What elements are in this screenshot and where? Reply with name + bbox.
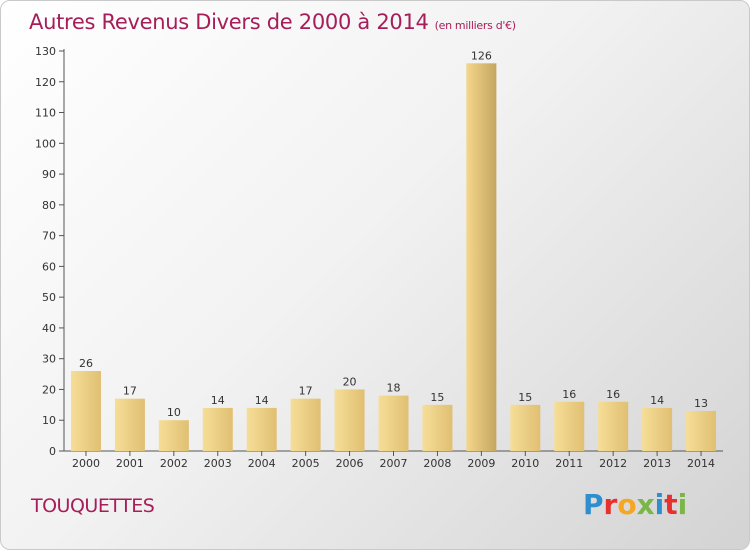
bar-2002 (158, 420, 189, 451)
y-tick-label: 130 (35, 45, 56, 58)
data-label: 17 (299, 385, 313, 398)
y-tick-label: 60 (42, 260, 56, 273)
x-tick-label: 2013 (643, 457, 671, 470)
y-tick-label: 90 (42, 168, 56, 181)
x-tick-label: 2006 (336, 457, 364, 470)
chart-title: Autres Revenus Divers de 2000 à 2014 (en … (29, 10, 516, 34)
y-tick-label: 20 (42, 383, 56, 396)
chart-bars (70, 63, 717, 452)
bar-2003 (202, 407, 233, 451)
bar-2006 (334, 389, 365, 451)
bar-2011 (554, 401, 585, 451)
chart-data-labels: 26 17 10 14 14 17 20 18 15 126 15 16 16 14 13 (79, 49, 708, 419)
data-label: 10 (167, 406, 181, 419)
chart-title-text: Autres Revenus Divers de 2000 à 2014 (29, 10, 429, 34)
bar-2005 (290, 398, 321, 451)
data-label: 16 (606, 388, 620, 401)
bar-2013 (642, 407, 673, 451)
bar-2000 (70, 371, 101, 451)
y-tick-label: 70 (42, 230, 56, 243)
bar-2007 (378, 395, 409, 451)
x-tick-label: 2003 (204, 457, 232, 470)
x-tick-label: 2000 (72, 457, 100, 470)
y-tick-label: 40 (42, 322, 56, 335)
bar-2008 (422, 404, 453, 451)
commune-name: TOUQUETTES (31, 495, 155, 517)
proxiti-logo: Proxiti (583, 488, 688, 521)
bar-2012 (598, 401, 629, 451)
data-label: 17 (123, 385, 137, 398)
chart-axes: 0 10 20 30 40 50 60 70 80 90 100 110 120 130 2000 2001 2… (35, 45, 723, 470)
data-label: 15 (430, 391, 444, 404)
y-tick-label: 110 (35, 107, 56, 120)
x-tick-label: 2004 (248, 457, 276, 470)
data-label: 13 (694, 397, 708, 410)
x-tick-label: 2010 (511, 457, 539, 470)
y-tick-label: 50 (42, 291, 56, 304)
x-tick-label: 2011 (555, 457, 583, 470)
data-label: 14 (255, 394, 269, 407)
data-label: 26 (79, 357, 93, 370)
x-tick-label: 2001 (116, 457, 144, 470)
data-label: 14 (650, 394, 664, 407)
x-tick-label: 2005 (292, 457, 320, 470)
data-label: 126 (471, 49, 492, 62)
y-tick-label: 100 (35, 137, 56, 150)
x-tick-label: 2008 (423, 457, 451, 470)
bar-2001 (114, 398, 145, 451)
data-label: 20 (343, 375, 357, 388)
x-tick-label: 2007 (380, 457, 408, 470)
data-label: 15 (518, 391, 532, 404)
data-label: 16 (562, 388, 576, 401)
y-tick-label: 10 (42, 414, 56, 427)
data-label: 18 (387, 382, 401, 395)
bar-2014 (686, 411, 717, 451)
y-tick-label: 80 (42, 199, 56, 212)
bar-2010 (510, 404, 541, 451)
bar-2004 (246, 407, 277, 451)
y-tick-label: 0 (49, 445, 56, 458)
x-tick-label: 2014 (687, 457, 715, 470)
x-tick-label: 2009 (467, 457, 495, 470)
y-tick-label: 30 (42, 353, 56, 366)
data-label: 14 (211, 394, 225, 407)
x-tick-label: 2002 (160, 457, 188, 470)
y-tick-label: 120 (35, 76, 56, 89)
x-tick-label: 2012 (599, 457, 627, 470)
chart-unit: (en milliers d'€) (434, 19, 516, 32)
bar-2009 (466, 63, 497, 452)
